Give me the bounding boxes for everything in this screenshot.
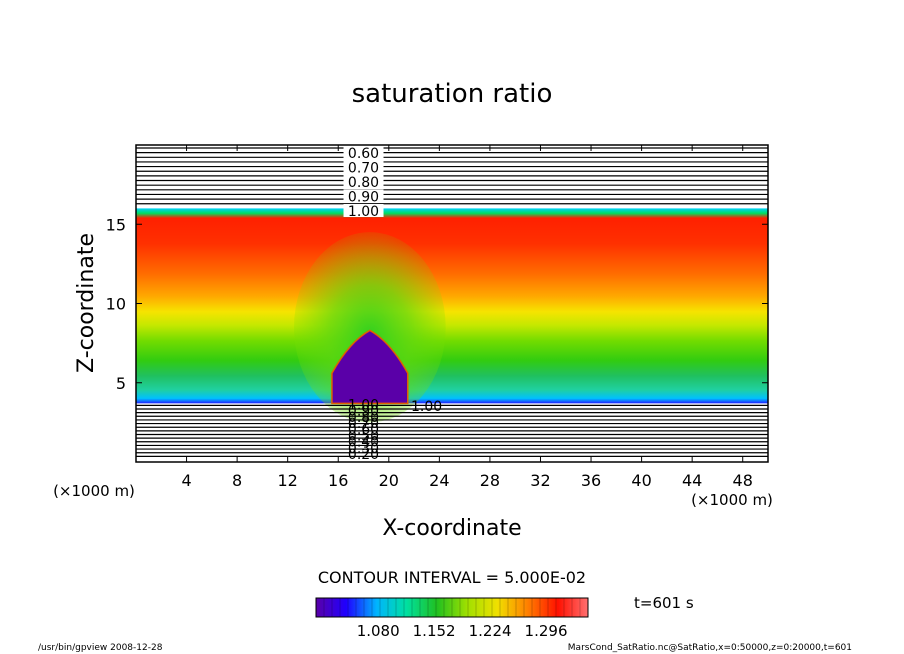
x-tick-label: 40 — [631, 471, 651, 490]
lower-contour-label: 0.20 — [348, 447, 379, 463]
y-tick-label: 10 — [106, 295, 126, 314]
colorbar — [315, 597, 589, 618]
x-tick-label: 36 — [581, 471, 601, 490]
x-tick-label: 12 — [278, 471, 298, 490]
upper-contour-label: 0.80 — [348, 175, 379, 191]
x-tick-label: 8 — [232, 471, 242, 490]
x-axis-unit: (×1000 m) — [691, 491, 773, 509]
plot-area — [136, 145, 768, 462]
x-tick-label: 44 — [682, 471, 702, 490]
x-tick-label: 28 — [480, 471, 500, 490]
x-tick-label: 4 — [181, 471, 191, 490]
lower-contour-label: 0.70 — [348, 416, 379, 432]
x-tick-label: 20 — [379, 471, 399, 490]
y-axis-ticks: 5 10 15 — [106, 215, 768, 393]
time-label: t=601 s — [634, 594, 694, 612]
contour-label-bg — [343, 189, 384, 203]
contour-label-bg — [343, 204, 384, 217]
supersaturated-layer — [136, 208, 768, 404]
lower-contour-labels: 0.200.300.400.500.600.700.800.901.00 — [348, 397, 379, 463]
colorbar-tick-label: 1.152 — [413, 622, 456, 640]
x-axis-ticks: 4 8 12 16 20 24 28 32 36 40 44 48 — [181, 145, 753, 490]
upper-contour-label: 0.70 — [348, 161, 379, 177]
colorbar-labels: 1.080 1.152 1.224 1.296 — [357, 622, 568, 640]
z-axis-unit: (×1000 m) — [53, 482, 135, 500]
chart-title: saturation ratio — [352, 79, 553, 109]
contour-interval-text: CONTOUR INTERVAL = 5.000E-02 — [318, 568, 586, 587]
x-tick-label: 48 — [733, 471, 753, 490]
colorbar-tick-label: 1.296 — [525, 622, 568, 640]
colorbar-dividers — [323, 598, 581, 617]
lower-contour-label: 0.60 — [348, 422, 379, 438]
contour-label-bg — [343, 146, 384, 159]
y-axis-label: Z-coordinate — [74, 233, 99, 373]
upper-contour-lines — [136, 147, 768, 205]
upper-contour-label: 1.00 — [348, 204, 379, 220]
contour-label-bg — [343, 175, 384, 188]
lower-contour-label: 0.90 — [348, 404, 379, 420]
upper-contour-label: 0.90 — [348, 190, 379, 206]
lower-contour-lines — [136, 404, 768, 457]
inline-contour-label: 1.00 — [411, 399, 442, 415]
upper-contour-labels: 0.600.700.800.901.00 — [343, 146, 384, 220]
x-tick-label: 24 — [429, 471, 449, 490]
footer-right: MarsCond_SatRatio.nc@SatRatio,x=0:50000,… — [568, 643, 852, 653]
lower-contour-label: 0.40 — [348, 435, 379, 451]
upper-contour-label: 0.60 — [348, 146, 379, 162]
colorbar-tick-label: 1.224 — [469, 622, 512, 640]
plume-core — [331, 329, 409, 405]
x-axis-label: X-coordinate — [382, 516, 521, 541]
lower-contour-label: 0.80 — [348, 410, 379, 426]
x-tick-label: 16 — [328, 471, 348, 490]
lower-contour-label: 0.30 — [348, 441, 379, 457]
y-tick-label: 5 — [116, 374, 126, 393]
footer-left: /usr/bin/gpview 2008-12-28 — [38, 643, 163, 653]
colorbar-tick-label: 1.080 — [357, 622, 400, 640]
lower-contour-label: 0.50 — [348, 428, 379, 444]
y-tick-label: 15 — [106, 215, 126, 234]
x-tick-label: 32 — [530, 471, 550, 490]
lower-contour-label: 1.00 — [348, 397, 379, 413]
contour-label-bg — [343, 160, 384, 174]
colorbar-frame — [315, 597, 589, 618]
